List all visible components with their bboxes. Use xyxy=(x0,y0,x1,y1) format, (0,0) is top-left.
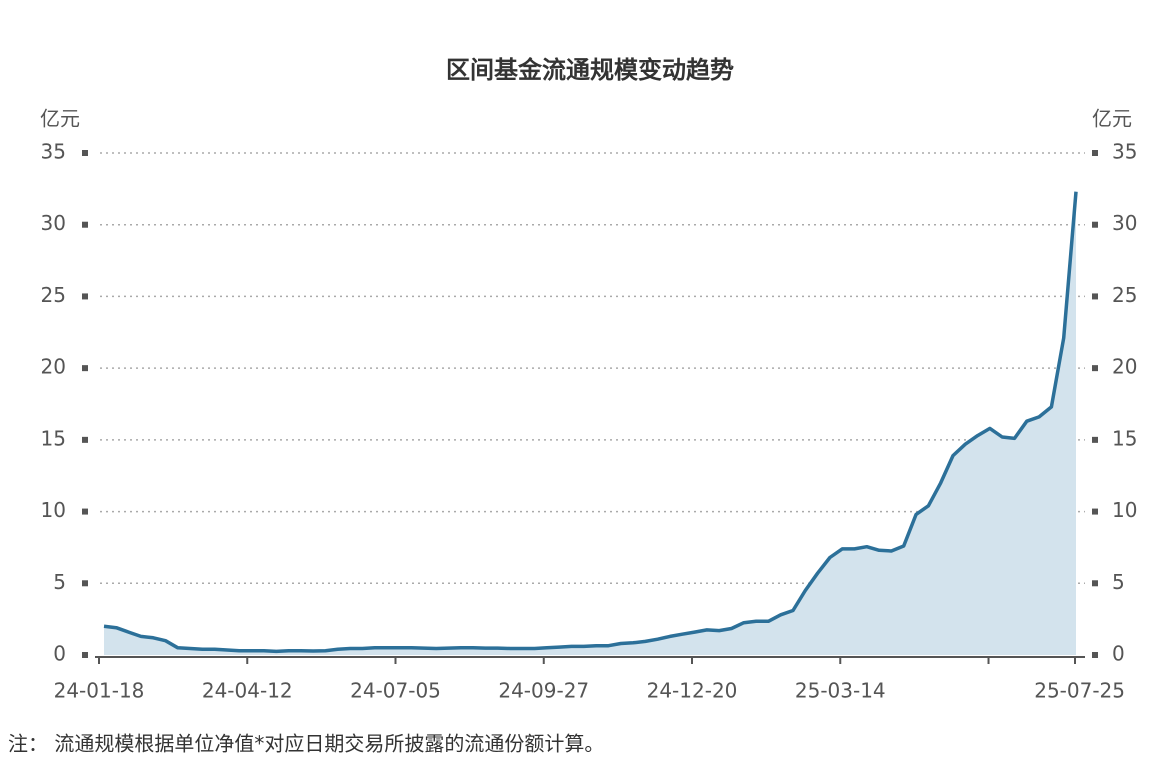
y-unit: 亿元 xyxy=(40,107,80,131)
x-tick-label: 25-03-14 xyxy=(795,679,886,703)
x-tick-label: 24-12-20 xyxy=(647,679,738,703)
y-tick-mark xyxy=(82,293,88,300)
y2-tick-label: 20 xyxy=(1112,355,1137,379)
y-tick-label: 10 xyxy=(41,498,66,522)
y-tick-label: 20 xyxy=(41,355,66,379)
y2-tick-mark xyxy=(1092,150,1098,156)
y2-tick-label: 30 xyxy=(1112,211,1137,235)
y2-tick-mark xyxy=(1092,580,1098,587)
y2-tick-mark xyxy=(1092,221,1098,228)
y-tick-mark xyxy=(82,580,88,587)
y-tick-label: 0 xyxy=(53,642,66,666)
y2-tick-label: 25 xyxy=(1112,283,1137,307)
y-tick-label: 25 xyxy=(41,283,66,307)
y2-tick-label: 15 xyxy=(1112,426,1137,450)
y2-unit: 亿元 xyxy=(1092,107,1132,131)
x-tick-label: 24-01-18 xyxy=(54,679,145,703)
x-tick-label: 24-04-12 xyxy=(202,679,293,703)
y-tick-label: 5 xyxy=(53,570,66,594)
y2-tick-label: 5 xyxy=(1112,570,1125,594)
x-tick-label: 24-07-05 xyxy=(350,679,441,703)
y-tick-label: 30 xyxy=(41,211,66,235)
y2-tick-mark xyxy=(1092,365,1098,372)
y-tick-label: 15 xyxy=(41,426,66,450)
y2-tick-mark xyxy=(1092,293,1098,300)
y2-tick-label: 0 xyxy=(1112,642,1125,666)
line xyxy=(103,191,1078,654)
y-tick-mark xyxy=(82,436,88,443)
y-tick-label: 35 xyxy=(41,140,66,164)
x-tick-label: 24-09-27 xyxy=(498,679,589,703)
note: 注： 流通规模根据单位净值*对应日期交易所披露的流通份额计算。 xyxy=(8,732,604,756)
y2-tick-label: 10 xyxy=(1112,498,1137,522)
area xyxy=(104,191,1076,655)
y-tick-mark xyxy=(82,150,88,156)
y2-tick-mark xyxy=(1092,436,1098,443)
y-tick-mark xyxy=(82,652,88,658)
x-tick-label: 25-07-25 xyxy=(1034,679,1125,703)
y2-tick-mark xyxy=(1092,508,1098,515)
y-tick-mark xyxy=(82,508,88,515)
y2-tick-label: 35 xyxy=(1112,140,1137,164)
chart-title: 区间基金流通规模变动趋势 xyxy=(446,56,734,84)
y2-tick-mark xyxy=(1092,652,1098,658)
y-tick-mark xyxy=(82,221,88,228)
y-tick-mark xyxy=(82,365,88,372)
